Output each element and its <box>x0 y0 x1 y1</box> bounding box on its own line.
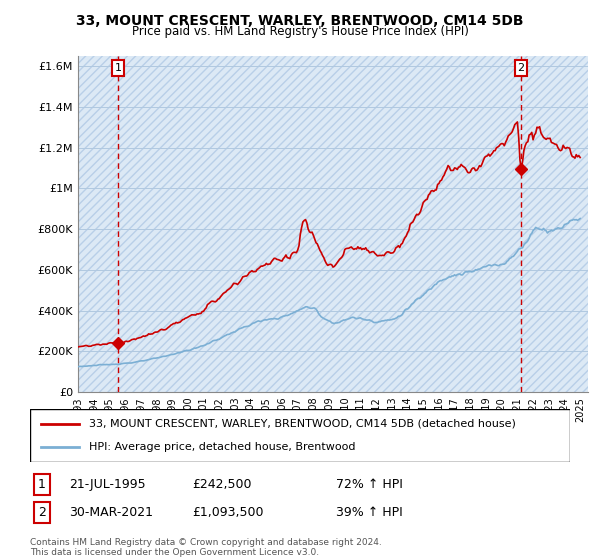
Text: HPI: Average price, detached house, Brentwood: HPI: Average price, detached house, Bren… <box>89 442 356 452</box>
Text: 1: 1 <box>38 478 46 491</box>
FancyBboxPatch shape <box>30 409 570 462</box>
Text: Price paid vs. HM Land Registry's House Price Index (HPI): Price paid vs. HM Land Registry's House … <box>131 25 469 38</box>
Text: £1,093,500: £1,093,500 <box>192 506 263 519</box>
Text: 33, MOUNT CRESCENT, WARLEY, BRENTWOOD, CM14 5DB (detached house): 33, MOUNT CRESCENT, WARLEY, BRENTWOOD, C… <box>89 419 516 429</box>
Text: Contains HM Land Registry data © Crown copyright and database right 2024.
This d: Contains HM Land Registry data © Crown c… <box>30 538 382 557</box>
Text: 21-JUL-1995: 21-JUL-1995 <box>69 478 146 491</box>
Text: 72% ↑ HPI: 72% ↑ HPI <box>336 478 403 491</box>
Text: 1: 1 <box>115 63 122 73</box>
Text: 39% ↑ HPI: 39% ↑ HPI <box>336 506 403 519</box>
Text: 2: 2 <box>38 506 46 519</box>
Text: 2: 2 <box>518 63 525 73</box>
Text: 30-MAR-2021: 30-MAR-2021 <box>69 506 153 519</box>
Text: 33, MOUNT CRESCENT, WARLEY, BRENTWOOD, CM14 5DB: 33, MOUNT CRESCENT, WARLEY, BRENTWOOD, C… <box>76 14 524 28</box>
Text: £242,500: £242,500 <box>192 478 251 491</box>
